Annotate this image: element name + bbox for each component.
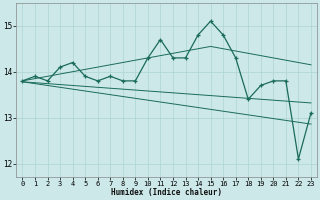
X-axis label: Humidex (Indice chaleur): Humidex (Indice chaleur) xyxy=(111,188,222,197)
